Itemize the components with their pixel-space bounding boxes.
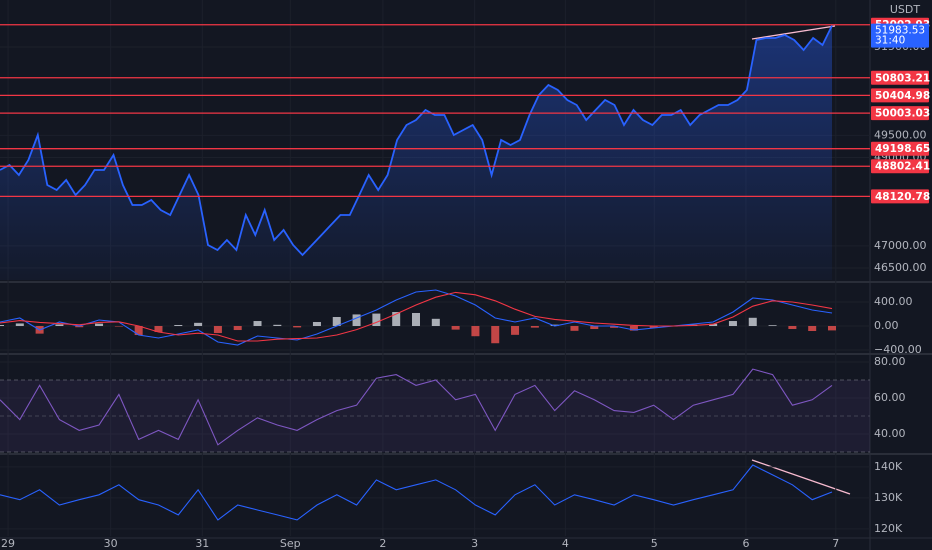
countdown-label: 31:40 bbox=[875, 35, 905, 47]
x-tick-label: 5 bbox=[651, 537, 658, 550]
level-label: 48802.41 bbox=[875, 161, 930, 173]
level-tag bbox=[871, 88, 929, 103]
histogram-bar bbox=[412, 312, 420, 327]
last-price-label: 51983.53 bbox=[875, 25, 925, 37]
level-tag bbox=[871, 159, 929, 174]
x-tick-label: 2 bbox=[379, 537, 386, 550]
y-tick-label: 60.00 bbox=[874, 391, 906, 404]
histogram-bar bbox=[491, 326, 500, 344]
trend-line bbox=[751, 25, 836, 40]
x-tick-label: 31 bbox=[195, 537, 209, 550]
level-label: 50404.98 bbox=[875, 90, 930, 102]
histogram-bar bbox=[768, 325, 777, 327]
histogram-bar bbox=[590, 326, 599, 330]
level-label: 48120.78 bbox=[875, 191, 930, 203]
histogram-bar bbox=[471, 326, 480, 337]
y-tick-label: 140K bbox=[874, 460, 903, 473]
rsi-band bbox=[0, 379, 870, 452]
histogram-bar bbox=[709, 323, 718, 327]
histogram-bar bbox=[530, 326, 539, 328]
histogram-bar bbox=[273, 324, 282, 327]
histogram-bar bbox=[312, 321, 321, 327]
histogram-bar bbox=[95, 323, 104, 327]
currency-label: USDT bbox=[890, 3, 921, 16]
level-tag bbox=[871, 70, 929, 85]
level-tag bbox=[871, 189, 929, 204]
histogram-bar bbox=[550, 324, 559, 327]
x-tick-label: 6 bbox=[742, 537, 749, 550]
histogram-bar bbox=[828, 326, 836, 331]
y-tick-label: 0.00 bbox=[874, 319, 899, 332]
series-line bbox=[0, 289, 833, 346]
histogram-bar bbox=[451, 326, 460, 330]
histogram-bar bbox=[372, 313, 381, 327]
histogram-bar bbox=[431, 318, 440, 327]
histogram-bar bbox=[293, 326, 302, 328]
y-tick-label: 40.00 bbox=[874, 427, 906, 440]
histogram-bar bbox=[194, 322, 203, 327]
histogram-bar bbox=[352, 314, 361, 327]
level-label: 49198.65 bbox=[875, 143, 930, 155]
x-tick-label: 30 bbox=[104, 537, 118, 550]
y-tick-label: 400.00 bbox=[874, 295, 913, 308]
level-tag bbox=[871, 106, 929, 121]
level-tag bbox=[871, 141, 929, 156]
series-line bbox=[0, 464, 833, 521]
histogram-bar bbox=[728, 321, 737, 327]
histogram-bar bbox=[233, 326, 242, 331]
trend-line bbox=[751, 459, 851, 495]
histogram-bar bbox=[55, 324, 64, 327]
level-label: 50003.03 bbox=[875, 108, 930, 120]
y-tick-label: 49500.00 bbox=[874, 128, 927, 141]
series-line bbox=[0, 291, 833, 342]
level-label: 50803.21 bbox=[875, 72, 930, 84]
histogram-bar bbox=[511, 326, 520, 335]
x-tick-label: Sep bbox=[280, 537, 301, 550]
x-tick-label: 29 bbox=[1, 537, 15, 550]
histogram-bar bbox=[154, 326, 163, 333]
histogram-bar bbox=[0, 324, 4, 327]
histogram-bar bbox=[253, 321, 262, 327]
histogram-bar bbox=[610, 326, 619, 328]
series-line bbox=[0, 368, 833, 446]
x-tick-label: 7 bbox=[832, 537, 839, 550]
histogram-bar bbox=[332, 317, 341, 327]
y-tick-label: 80.00 bbox=[874, 355, 906, 368]
y-tick-label: 47000.00 bbox=[874, 239, 927, 252]
histogram-bar bbox=[15, 323, 24, 327]
histogram-bar bbox=[114, 326, 123, 327]
histogram-bar bbox=[748, 317, 757, 327]
histogram-bar bbox=[629, 326, 638, 331]
histogram-bar bbox=[788, 326, 797, 330]
histogram-bar bbox=[808, 326, 817, 331]
histogram-bar bbox=[213, 326, 222, 334]
y-tick-label: 120K bbox=[874, 522, 903, 535]
x-tick-label: 3 bbox=[471, 537, 478, 550]
last-price-tag bbox=[871, 23, 929, 48]
x-tick-label: 4 bbox=[562, 537, 569, 550]
series-line bbox=[0, 25, 833, 257]
histogram-bar bbox=[392, 312, 401, 327]
price-area bbox=[0, 25, 832, 280]
y-tick-label: −400.00 bbox=[874, 343, 922, 356]
histogram-bar bbox=[134, 326, 143, 336]
y-tick-label: 46500.00 bbox=[874, 261, 927, 274]
histogram-bar bbox=[174, 324, 183, 327]
histogram-bar bbox=[75, 326, 84, 328]
histogram-bar bbox=[570, 326, 579, 331]
y-tick-label: 130K bbox=[874, 491, 903, 504]
histogram-bar bbox=[649, 326, 658, 328]
